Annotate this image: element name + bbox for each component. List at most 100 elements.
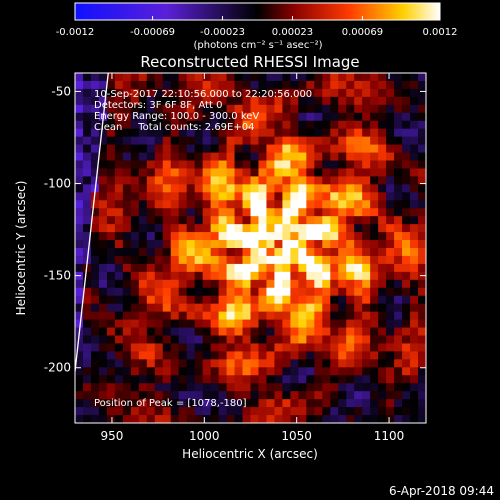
heatmap-cell bbox=[194, 399, 204, 408]
heatmap-cell bbox=[242, 80, 252, 90]
heatmap-cell bbox=[306, 279, 315, 289]
heatmap-cell bbox=[282, 415, 291, 423]
heatmap-cell bbox=[378, 327, 387, 337]
heatmap-cell bbox=[170, 176, 180, 185]
heatmap-cell bbox=[242, 73, 252, 82]
heatmap-cell bbox=[90, 168, 100, 177]
heatmap-cell bbox=[122, 112, 132, 122]
heatmap-cell bbox=[194, 80, 204, 90]
heatmap-cell bbox=[410, 192, 419, 201]
heatmap-cell bbox=[266, 295, 276, 305]
heatmap-cell bbox=[90, 200, 100, 209]
heatmap-cell bbox=[378, 367, 387, 376]
heatmap-cell bbox=[386, 240, 395, 249]
heatmap-cell bbox=[410, 255, 419, 265]
heatmap-cell bbox=[394, 263, 403, 273]
heatmap-cell bbox=[218, 399, 228, 408]
heatmap-cell bbox=[154, 73, 164, 82]
heatmap-cell bbox=[170, 287, 180, 297]
heatmap-cell bbox=[146, 88, 156, 98]
heatmap-cell bbox=[354, 248, 363, 257]
heatmap-cell bbox=[202, 391, 212, 400]
heatmap-cell bbox=[218, 271, 228, 281]
heatmap-cell bbox=[226, 263, 236, 273]
y-tick-label: -150 bbox=[44, 269, 71, 283]
heatmap-cell bbox=[226, 311, 236, 321]
heatmap-cell bbox=[266, 311, 276, 321]
heatmap-cell bbox=[378, 88, 387, 98]
heatmap-cell bbox=[226, 144, 236, 154]
heatmap-cell bbox=[122, 248, 132, 257]
heatmap-cell bbox=[322, 88, 331, 98]
heatmap-cell bbox=[122, 80, 132, 90]
heatmap-cell bbox=[386, 319, 395, 329]
heatmap-cell bbox=[98, 144, 108, 154]
heatmap-cell bbox=[330, 144, 339, 154]
heatmap-cell bbox=[370, 351, 379, 360]
heatmap-cell bbox=[282, 73, 291, 82]
heatmap-cell bbox=[138, 335, 148, 345]
heatmap-cell bbox=[122, 104, 132, 114]
heatmap-cell bbox=[306, 327, 315, 337]
heatmap-cell bbox=[290, 144, 299, 154]
heatmap-cell bbox=[330, 136, 339, 146]
heatmap-cell bbox=[218, 152, 228, 162]
heatmap-cell bbox=[298, 128, 307, 138]
heatmap-cell bbox=[98, 88, 108, 98]
heatmap-cell bbox=[90, 255, 100, 265]
heatmap-cell bbox=[75, 271, 84, 281]
heatmap-cell bbox=[90, 263, 100, 273]
heatmap-cell bbox=[402, 144, 411, 154]
heatmap-cell bbox=[114, 319, 124, 329]
heatmap-cell bbox=[402, 160, 411, 170]
heatmap-cell bbox=[418, 319, 426, 329]
colorbar-gradient bbox=[74, 2, 441, 21]
heatmap-cell bbox=[346, 415, 355, 423]
heatmap-cell bbox=[338, 160, 347, 170]
heatmap-cell bbox=[322, 319, 331, 329]
heatmap-cell bbox=[402, 319, 411, 329]
heatmap-cell bbox=[330, 192, 339, 201]
heatmap-cell bbox=[154, 216, 164, 225]
heatmap-cell bbox=[186, 359, 196, 368]
heatmap-cell bbox=[274, 120, 284, 130]
heatmap-cell bbox=[418, 96, 426, 106]
heatmap-cell bbox=[75, 73, 84, 82]
heatmap-cell bbox=[306, 415, 315, 423]
heatmap-cell bbox=[250, 263, 260, 273]
heatmap-cell bbox=[306, 375, 315, 384]
heatmap-cell bbox=[162, 263, 172, 273]
heatmap-cell bbox=[386, 208, 395, 217]
heatmap-cell bbox=[122, 88, 132, 98]
heatmap-cell bbox=[202, 271, 212, 281]
heatmap-cell bbox=[338, 263, 347, 273]
heatmap-cell bbox=[338, 184, 347, 193]
heatmap-cell bbox=[162, 232, 172, 241]
heatmap-cell bbox=[154, 319, 164, 329]
heatmap-cell bbox=[394, 208, 403, 217]
heatmap-cell bbox=[250, 160, 260, 170]
heatmap-cell bbox=[354, 128, 363, 138]
heatmap-cell bbox=[250, 303, 260, 313]
heatmap-cell bbox=[218, 104, 228, 114]
heatmap-cell bbox=[154, 248, 164, 257]
heatmap-cell bbox=[394, 367, 403, 376]
heatmap-cell bbox=[162, 255, 172, 265]
heatmap-cell bbox=[162, 271, 172, 281]
colorbar-ticks: -0.0012 -0.00069 -0.00023 0.00023 0.00069 0.0… bbox=[56, 16, 458, 38]
heatmap-cell bbox=[418, 255, 426, 265]
heatmap-cell bbox=[98, 383, 108, 392]
heatmap-cell bbox=[258, 176, 268, 185]
heatmap-cell bbox=[210, 128, 220, 138]
heatmap-cell bbox=[98, 208, 108, 217]
heatmap-cell bbox=[370, 136, 379, 146]
heatmap-cell bbox=[378, 104, 387, 114]
heatmap-cell bbox=[75, 319, 84, 329]
heatmap-cell bbox=[314, 327, 323, 337]
heatmap-cell bbox=[378, 295, 387, 305]
heatmap-cell bbox=[250, 240, 260, 249]
heatmap-cell bbox=[410, 208, 419, 217]
heatmap-cell bbox=[378, 407, 387, 416]
heatmap-cell bbox=[258, 255, 268, 265]
heatmap-cell bbox=[410, 120, 419, 130]
